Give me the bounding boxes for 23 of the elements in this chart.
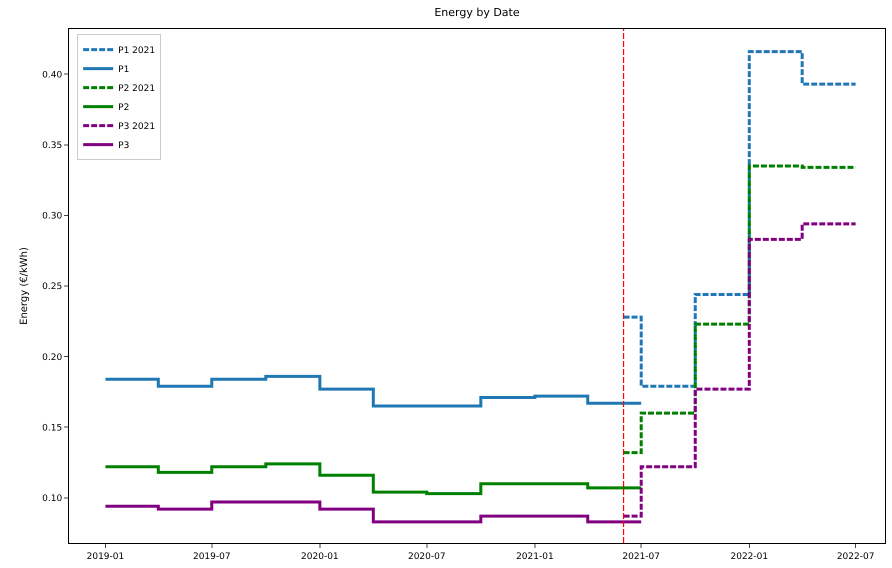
legend-label: P2 (118, 103, 130, 114)
y-tick-label: 0.35 (42, 140, 62, 151)
legend-label: P1 2021 (118, 46, 156, 56)
y-tick-label: 0.25 (42, 282, 62, 292)
y-tick-label: 0.20 (42, 352, 62, 363)
x-tick-label: 2019-07 (192, 552, 231, 562)
y-tick-label: 0.15 (42, 423, 62, 434)
x-tick-label: 2021-07 (622, 552, 660, 562)
x-tick-label: 2021-01 (516, 552, 554, 562)
x-tick-label: 2022-07 (836, 552, 874, 562)
x-tick-label: 2019-01 (86, 552, 124, 562)
y-tick-label: 0.30 (42, 212, 62, 222)
x-tick-label: 2020-07 (408, 552, 446, 562)
x-tick-label: 2022-01 (730, 552, 768, 562)
legend-label: P3 (118, 141, 130, 152)
chart-title: Energy by Date (434, 6, 520, 20)
x-tick-label: 2020-01 (301, 552, 339, 562)
y-axis-title: Energy (€/kWh) (19, 247, 30, 325)
legend-label: P3 2021 (118, 122, 156, 132)
legend-label: P2 2021 (118, 84, 156, 94)
y-tick-label: 0.10 (42, 494, 62, 504)
legend-label: P1 (118, 65, 130, 76)
y-tick-label: 0.40 (42, 70, 62, 80)
